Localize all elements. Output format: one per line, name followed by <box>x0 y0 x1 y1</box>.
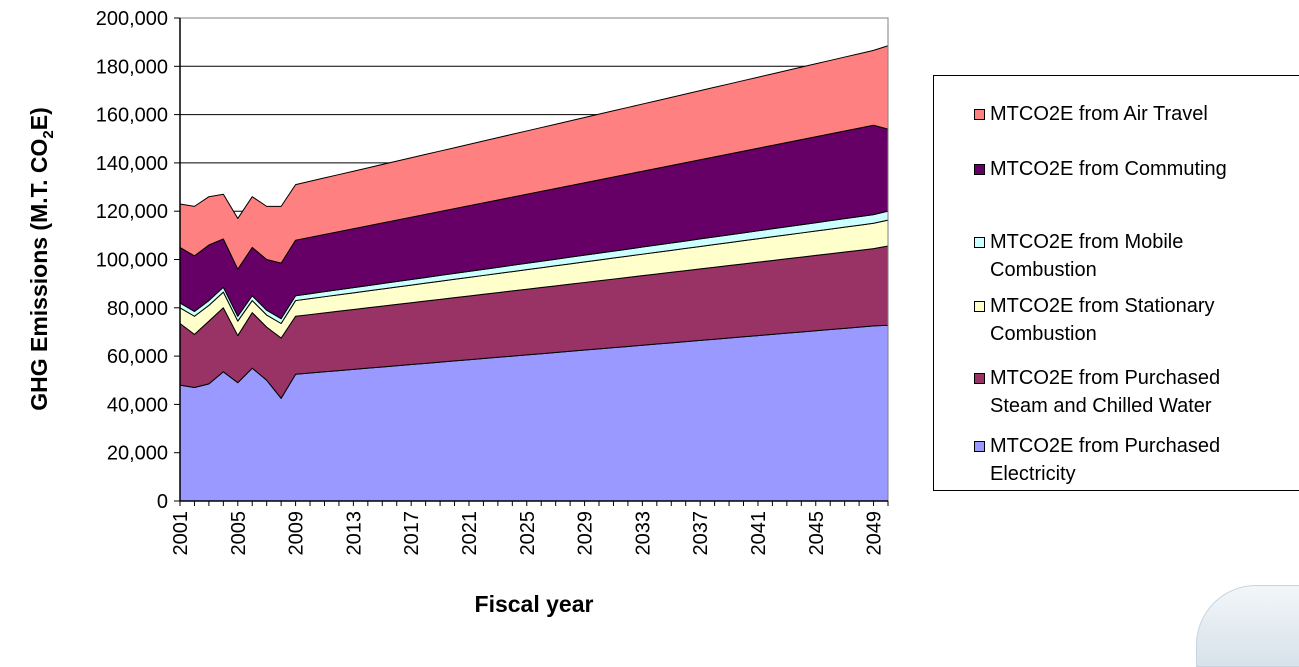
legend-label: MTCO2E from Purchased Steam and Chilled W… <box>990 364 1290 420</box>
axes <box>174 17 889 506</box>
y-axis-title-subscript: 2 <box>40 130 57 138</box>
legend-label: MTCO2E from Mobile Combustion <box>990 228 1290 284</box>
x-tick-label: 2049 <box>864 511 886 556</box>
x-tick-label: 2005 <box>228 511 250 556</box>
legend-label: MTCO2E from Air Travel <box>990 100 1290 128</box>
x-tick-label: 2025 <box>517 511 539 556</box>
x-tick-label: 2017 <box>401 511 423 556</box>
legend-swatch <box>974 441 985 452</box>
y-tick-label: 40,000 <box>107 394 168 416</box>
legend-label-line: MTCO2E from Stationary <box>990 295 1215 317</box>
y-tick-label: 160,000 <box>96 105 168 127</box>
y-tick-label: 180,000 <box>96 56 168 78</box>
y-tick-labels: 0 20,000 40,000 60,000 80,000 100,000 120,000 1… <box>96 8 168 513</box>
legend-swatch <box>974 237 985 248</box>
y-tick-label: 100,000 <box>96 250 168 272</box>
legend-label-line: MTCO2E from Air Travel <box>990 103 1208 125</box>
stacked-area-chart: 0 20,000 40,000 60,000 80,000 100,000 120,000 1… <box>26 8 889 617</box>
y-axis-title-main: GHG Emissions (M.T. CO <box>26 139 52 411</box>
x-tick-labels: 2001 2005 2009 2013 2017 2021 2025 2029 2033 2037… <box>170 511 886 556</box>
y-axis-title-end: E) <box>26 107 52 130</box>
legend-swatch <box>974 109 985 120</box>
legend-swatch <box>974 301 985 312</box>
y-tick-label: 200,000 <box>96 8 168 30</box>
y-tick-label: 80,000 <box>107 298 168 320</box>
y-axis-title: GHG Emissions (M.T. CO2E) <box>26 107 57 411</box>
x-tick-label: 2045 <box>806 511 828 556</box>
y-tick-label: 120,000 <box>96 201 168 223</box>
y-tick-label: 20,000 <box>107 443 168 465</box>
y-tick-label: 140,000 <box>96 153 168 175</box>
x-tick-label: 2033 <box>632 511 654 556</box>
x-tick-label: 2013 <box>343 511 365 556</box>
legend-label-line: MTCO2E from Purchased <box>990 367 1221 389</box>
legend-swatch <box>974 164 985 175</box>
x-tick-label: 2041 <box>748 511 770 556</box>
legend-label-line: MTCO2E from Mobile <box>990 231 1184 253</box>
legend-label: MTCO2E from Commuting <box>990 155 1290 183</box>
legend-label-line: Electricity <box>990 463 1076 485</box>
y-tick-label: 0 <box>157 491 168 513</box>
x-axis-title: Fiscal year <box>475 591 594 617</box>
legend-label: MTCO2E from Purchased Electricity <box>990 432 1290 488</box>
legend-label-line: Steam and Chilled Water <box>990 395 1212 417</box>
legend-swatch <box>974 373 985 384</box>
legend-label-line: Combustion <box>990 323 1097 345</box>
y-tick-label: 60,000 <box>107 346 168 368</box>
x-tick-label: 2021 <box>459 511 481 555</box>
chart-legend: MTCO2E from Air Travel MTCO2E from Commut… <box>933 75 1299 491</box>
legend-label-line: MTCO2E from Commuting <box>990 158 1227 180</box>
legend-label-line: Combustion <box>990 259 1097 281</box>
legend-label-line: MTCO2E from Purchased <box>990 435 1221 457</box>
x-tick-label: 2037 <box>690 511 712 556</box>
x-tick-label: 2009 <box>286 511 308 556</box>
legend-label: MTCO2E from Stationary Combustion <box>990 292 1290 348</box>
x-tick-label: 2029 <box>575 511 597 556</box>
x-tick-label: 2001 <box>170 511 192 556</box>
